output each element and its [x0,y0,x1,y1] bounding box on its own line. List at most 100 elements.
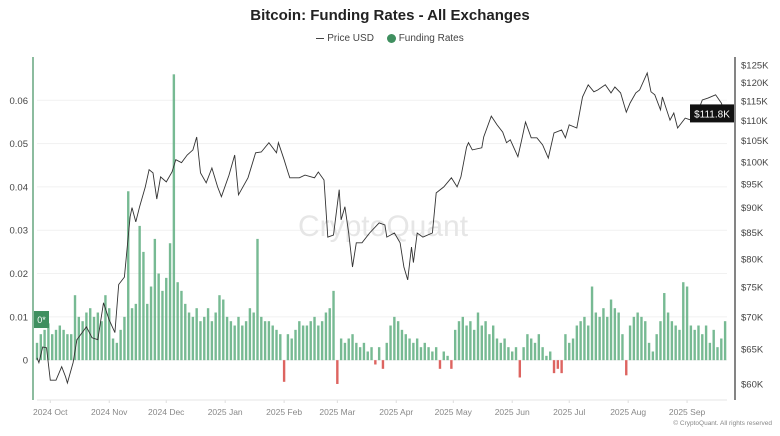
funding-rate-bar[interactable] [206,308,210,361]
funding-rate-bar[interactable] [279,334,282,361]
funding-rate-bar[interactable] [377,347,381,361]
funding-rate-bar[interactable] [85,312,88,361]
legend-funding[interactable]: Funding Rates [398,33,464,44]
funding-rate-bar[interactable] [469,321,472,361]
funding-rate-bar[interactable] [210,321,214,361]
funding-rate-bar[interactable] [495,338,499,361]
funding-rate-bar[interactable] [632,316,636,361]
funding-rate-bar[interactable] [689,325,693,361]
funding-rate-bar[interactable] [328,308,331,361]
funding-rate-bar[interactable] [556,360,560,369]
funding-rate-bar[interactable] [507,347,510,361]
funding-rate-bar[interactable] [66,334,69,361]
funding-rate-bar[interactable] [47,323,50,361]
funding-rate-bar[interactable] [362,342,366,361]
funding-rate-bar[interactable] [161,290,164,361]
funding-rate-bar[interactable] [674,325,677,361]
funding-rate-bar[interactable] [355,342,358,361]
funding-rate-bar[interactable] [271,325,274,361]
funding-rate-bar[interactable] [244,321,248,361]
funding-rate-bar[interactable] [172,74,176,361]
funding-rate-bar[interactable] [214,312,217,361]
funding-rate-bar[interactable] [663,293,666,361]
funding-rate-bar[interactable] [153,238,157,361]
funding-rate-bar[interactable] [73,295,77,361]
funding-rate-bar[interactable] [142,251,145,361]
funding-rate-bar[interactable] [457,321,461,361]
funding-rate-bar[interactable] [313,316,316,361]
funding-rate-bar[interactable] [606,316,609,361]
funding-rate-bar[interactable] [431,351,434,361]
funding-rate-bar[interactable] [415,338,419,361]
funding-rate-bar[interactable] [35,342,39,361]
funding-rate-bar[interactable] [587,325,590,361]
funding-rate-bar[interactable] [218,295,221,361]
funding-rate-bar[interactable] [256,238,259,361]
funding-rate-bar[interactable] [260,316,263,361]
funding-rate-bar[interactable] [723,321,727,361]
funding-rate-bar[interactable] [134,303,138,361]
funding-rate-bar[interactable] [590,286,594,361]
funding-rate-bar[interactable] [583,316,586,361]
funding-rate-bar[interactable] [176,282,179,361]
funding-rate-bar[interactable] [465,325,468,361]
funding-rate-bar[interactable] [704,325,708,361]
funding-rate-bar[interactable] [708,342,712,361]
funding-rate-bar[interactable] [108,308,111,361]
funding-rate-bar[interactable] [434,347,438,361]
funding-rate-bar[interactable] [533,342,537,361]
funding-rate-bar[interactable] [309,321,312,361]
funding-rate-bar[interactable] [149,286,153,361]
funding-rate-bar[interactable] [537,334,541,361]
funding-rate-bar[interactable] [636,312,639,361]
funding-rate-bar[interactable] [518,360,522,378]
funding-rate-bar[interactable] [301,325,305,361]
funding-rate-bar[interactable] [51,334,54,361]
funding-rate-bar[interactable] [712,329,715,361]
funding-rate-bar[interactable] [419,347,423,361]
funding-rate-bar[interactable] [628,325,632,361]
funding-rate-bar[interactable] [404,334,407,361]
funding-rate-bar[interactable] [678,329,681,361]
funding-rate-bar[interactable] [100,321,103,361]
funding-rate-bar[interactable] [370,347,373,361]
funding-rate-bar[interactable] [252,312,255,361]
funding-rate-bar[interactable] [229,321,233,361]
funding-rate-bar[interactable] [275,329,278,361]
funding-rate-bar[interactable] [594,312,598,361]
funding-rate-bar[interactable] [697,325,700,361]
funding-rate-bar[interactable] [111,338,115,361]
funding-rate-bar[interactable] [491,325,495,361]
funding-rate-bar[interactable] [385,342,388,361]
funding-rate-bar[interactable] [514,347,518,361]
funding-rate-bar[interactable] [43,329,46,361]
funding-rate-bar[interactable] [58,325,62,361]
funding-rate-bar[interactable] [693,329,696,361]
funding-rate-bar[interactable] [480,325,483,361]
funding-rate-bar[interactable] [267,321,271,361]
funding-rate-bar[interactable] [347,338,350,361]
funding-rate-bar[interactable] [324,312,328,361]
funding-rate-bar[interactable] [396,321,400,361]
funding-rate-bar[interactable] [682,282,685,361]
funding-rate-bar[interactable] [343,342,347,361]
funding-rate-bar[interactable] [716,347,719,361]
funding-rate-bar[interactable] [476,312,480,361]
funding-rate-bar[interactable] [602,308,605,361]
funding-rate-bar[interactable] [62,329,65,361]
funding-rate-bar[interactable] [511,351,514,361]
funding-rate-bar[interactable] [146,303,149,361]
funding-rate-bar[interactable] [241,325,244,361]
funding-rate-bar[interactable] [552,360,556,374]
funding-rate-bar[interactable] [389,325,392,361]
funding-rate-bar[interactable] [453,329,457,361]
funding-rate-bar[interactable] [81,321,84,361]
funding-rate-bar[interactable] [336,360,339,384]
funding-rate-bar[interactable] [115,342,119,361]
funding-rate-bar[interactable] [320,321,324,361]
funding-rate-bar[interactable] [294,329,297,361]
funding-rate-bar[interactable] [621,334,624,361]
legend-price[interactable]: Price USD [327,33,374,44]
funding-rate-bar[interactable] [651,351,655,361]
funding-rate-bar[interactable] [286,334,290,361]
